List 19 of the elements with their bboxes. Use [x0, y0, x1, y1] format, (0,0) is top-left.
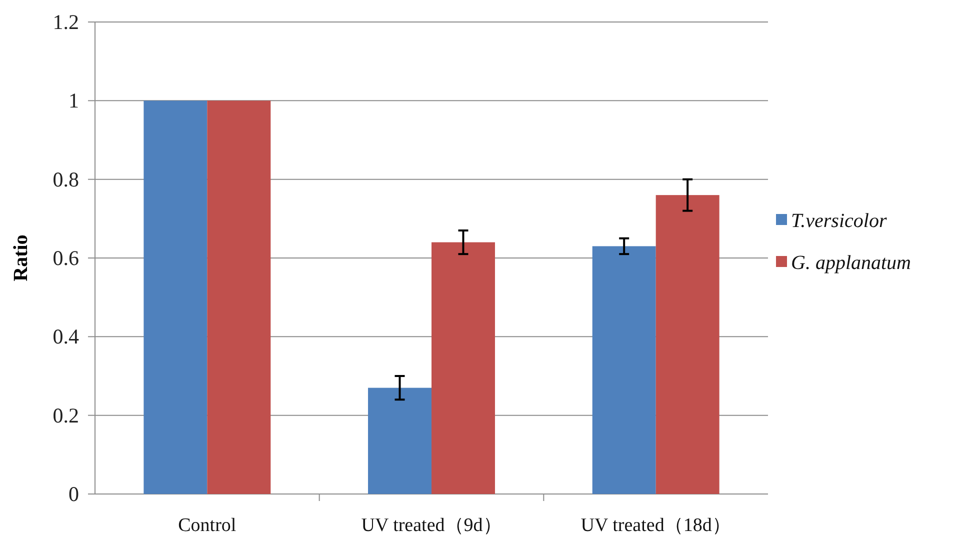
legend-label: T.versicolor — [791, 210, 887, 232]
x-tick-label: Control — [178, 515, 236, 536]
y-tick-label: 1 — [68, 88, 79, 113]
y-tick-label: 0 — [68, 482, 79, 506]
y-tick-label: 0.4 — [52, 324, 80, 349]
y-tick-label: 0.6 — [52, 246, 79, 270]
y-tick-label: 0.8 — [52, 167, 79, 192]
legend-label: G. applanatum — [791, 252, 911, 274]
bar — [592, 246, 656, 494]
bar — [432, 242, 495, 494]
bar — [144, 100, 208, 494]
y-axis-title: Ratio — [10, 234, 32, 282]
y-tick-label: 0.2 — [52, 403, 79, 428]
x-tick-label: UV treated（18d） — [580, 515, 731, 536]
x-tick-label: UV treated（9d） — [361, 515, 502, 536]
bar — [207, 100, 271, 494]
bar — [368, 388, 432, 494]
y-tick-label: 1.2 — [52, 10, 79, 34]
bar — [656, 195, 720, 494]
